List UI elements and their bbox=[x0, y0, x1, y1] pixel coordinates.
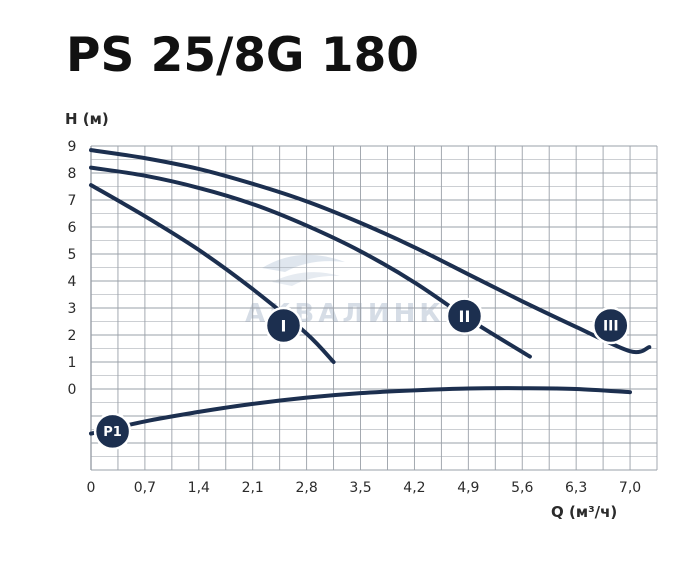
y-tick-label: 1 bbox=[68, 355, 77, 371]
badge-circle bbox=[93, 412, 132, 451]
x-tick-label: 2,8 bbox=[295, 480, 317, 496]
watermark-wave-icon bbox=[272, 272, 340, 286]
y-tick-label: 4 bbox=[68, 274, 77, 290]
x-tick-label: 5,6 bbox=[511, 480, 533, 496]
y-axis-label: H (м) bbox=[65, 110, 109, 128]
curve-line-iii bbox=[89, 148, 652, 355]
badge-label: III bbox=[603, 319, 619, 335]
curves bbox=[89, 148, 652, 436]
badge-circle bbox=[264, 306, 303, 345]
badge-circle bbox=[445, 297, 484, 335]
curve-line-i bbox=[89, 183, 336, 364]
y-tick-label: 2 bbox=[68, 328, 77, 344]
chart-title: PS 25/8G 180 bbox=[66, 28, 419, 83]
badge-i: I bbox=[264, 306, 303, 345]
y-tick-label: 8 bbox=[68, 166, 77, 182]
curve-line-p1 bbox=[89, 386, 632, 436]
x-tick-label: 3,5 bbox=[349, 480, 371, 496]
x-tick-label: 4,2 bbox=[403, 480, 425, 496]
x-tick-label: 7,0 bbox=[619, 480, 641, 496]
y-tick-label: 5 bbox=[68, 247, 77, 263]
x-tick-label: 0 bbox=[87, 480, 96, 496]
x-tick-label: 6,3 bbox=[565, 480, 587, 496]
badge-label: II bbox=[459, 307, 471, 326]
badge-iii: III bbox=[592, 306, 630, 345]
watermark-wave-icon bbox=[262, 254, 345, 272]
x-tick-label: 0,7 bbox=[134, 480, 156, 496]
chart-grid bbox=[90, 145, 658, 471]
y-tick-label: 9 bbox=[68, 139, 77, 155]
y-tick-label: 3 bbox=[68, 301, 77, 317]
y-tick-label: 6 bbox=[68, 220, 77, 236]
x-axis-label: Q (м³/ч) bbox=[551, 503, 617, 521]
y-tick-labels: 9 8 7 6 5 4 3 2 1 0 bbox=[68, 139, 77, 398]
x-tick-label: 1,4 bbox=[188, 480, 210, 496]
badge-label: P1 bbox=[103, 425, 122, 440]
badge-label: I bbox=[281, 316, 287, 335]
badge-circle bbox=[592, 306, 630, 345]
badge-ii: II bbox=[445, 297, 484, 335]
x-tick-labels: 0 0,7 1,4 2,1 2,8 3,5 4,2 4,9 5,6 6,3 7,0 bbox=[87, 480, 642, 496]
badge-p1: P1 bbox=[93, 412, 132, 451]
x-tick-label: 4,9 bbox=[457, 480, 479, 496]
x-tick-label: 2,1 bbox=[242, 480, 264, 496]
y-tick-label: 0 bbox=[68, 382, 77, 398]
y-tick-label: 7 bbox=[68, 193, 77, 209]
